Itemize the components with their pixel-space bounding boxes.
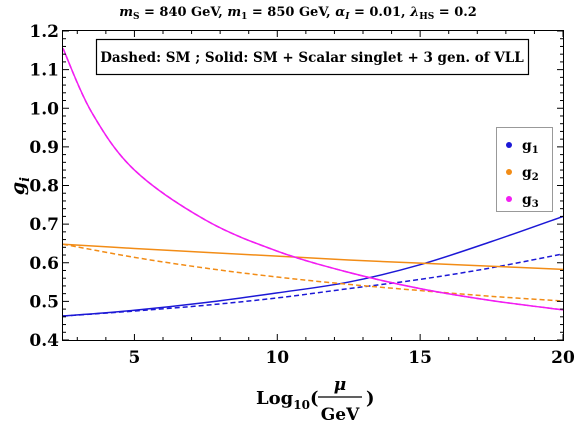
x-axis-label: Log10( μ GeV ) (256, 375, 375, 425)
x-tick-label-5: 5 (129, 348, 141, 368)
y-tick-label-0.6: 0.6 (29, 254, 59, 274)
ticks-layer: 5 10 15 20 0.4 0.5 0.6 0.7 0.8 0.9 1.0 1.1 1.2 (29, 22, 575, 368)
y-tick-label-0.5: 0.5 (29, 292, 59, 312)
chart-title: mS = 840 GeV, m1 = 850 GeV, αI = 0.01, λ… (119, 5, 477, 22)
x-tick-label-20: 20 (551, 348, 575, 368)
series-layer (63, 48, 563, 317)
annotation-text: Dashed: SM ; Solid: SM + Scalar singlet … (100, 50, 524, 66)
y-tick-label-1.0: 1.0 (29, 99, 59, 119)
plot-frame (62, 30, 564, 341)
x-tick-label-15: 15 (408, 348, 432, 368)
y-tick-label-1.1: 1.1 (29, 61, 59, 81)
legend-box (496, 127, 553, 212)
x-axis-label-denominator: GeV (321, 405, 360, 425)
series-line-3-dashed (63, 243, 563, 302)
legend-label-g2: g2 (522, 165, 539, 183)
y-axis-label: gi (7, 177, 33, 195)
legend-marker-g1 (506, 142, 512, 148)
annotation-box (95, 38, 530, 76)
x-tick-label-10: 10 (265, 348, 289, 368)
series-line-5-dashed (63, 48, 563, 311)
x-axis-label-numerator: μ (334, 375, 346, 395)
y-tick-label-0.4: 0.4 (29, 331, 59, 351)
x-axis-label-prefix: Log10( (256, 388, 318, 412)
legend-label-g1: g1 (522, 138, 539, 156)
y-tick-label-0.8: 0.8 (29, 177, 59, 197)
legend: g1 g2 g3 (496, 127, 553, 212)
y-tick-label-0.9: 0.9 (29, 138, 59, 158)
y-tick-label-1.2: 1.2 (29, 22, 59, 42)
x-axis-label-close: ) (366, 388, 375, 409)
series-line-2-solid (63, 215, 563, 317)
legend-marker-g2 (506, 169, 512, 175)
legend-label-g3: g3 (522, 192, 539, 210)
legend-marker-g3 (506, 196, 512, 202)
series-line-4-solid (63, 243, 563, 271)
y-tick-label-0.7: 0.7 (29, 215, 59, 235)
series-line-1-dashed (63, 253, 563, 317)
series-line-6-solid (63, 48, 563, 311)
